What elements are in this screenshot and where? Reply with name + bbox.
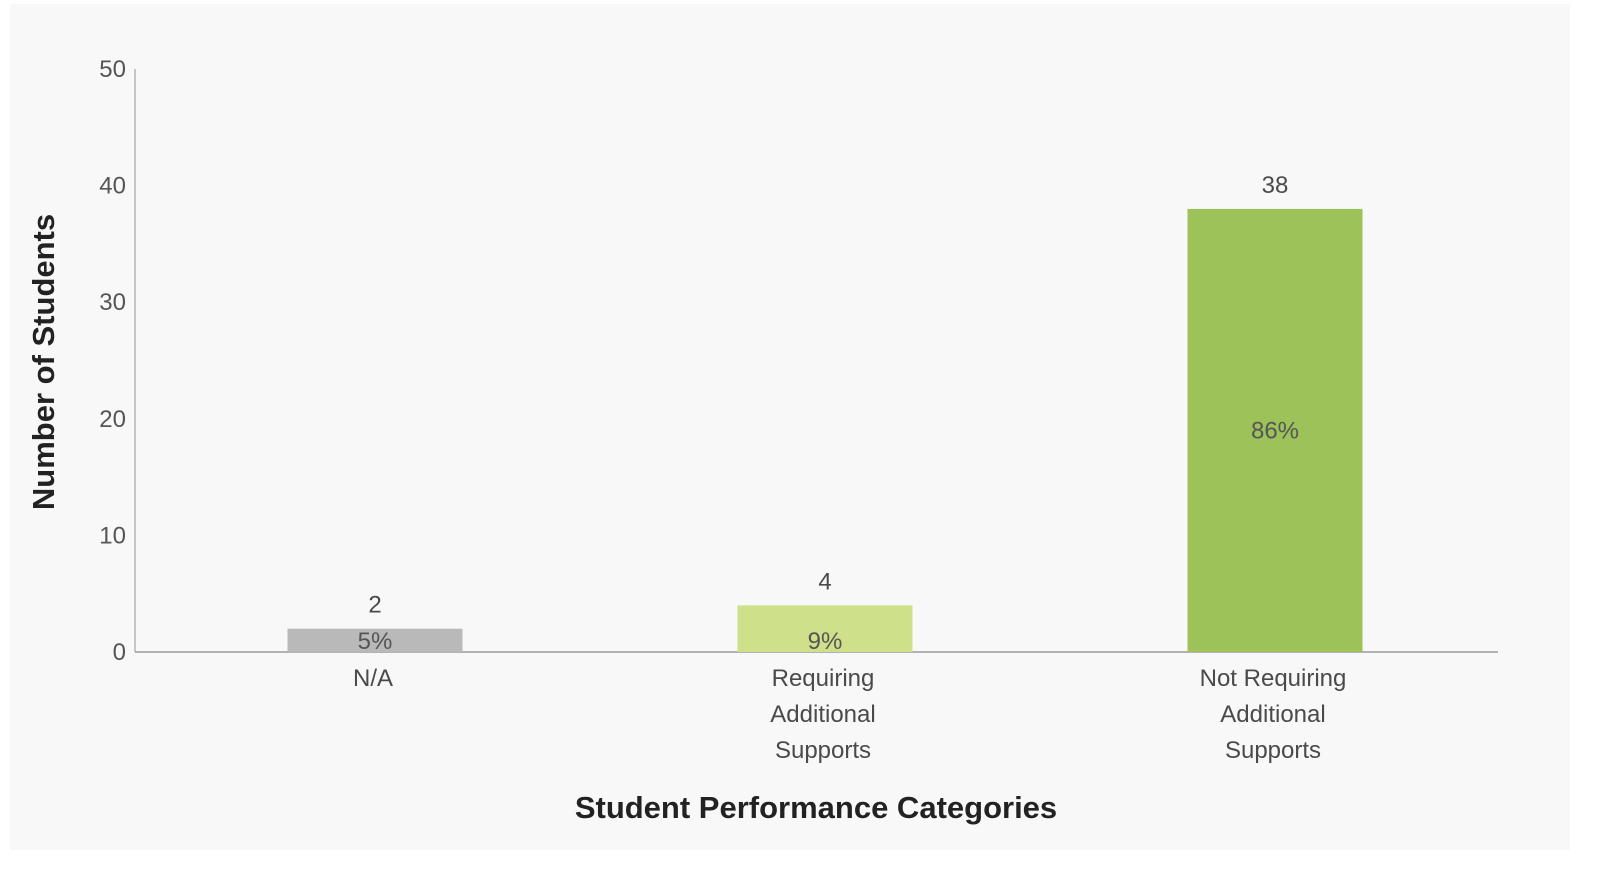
x-category-label-2-line-0: Not Requiring [1200, 665, 1347, 692]
x-category-label-1-line-1: Additional [770, 701, 875, 728]
bar-percent-label-1: 9% [808, 628, 843, 655]
y-tick-label-5: 50 [99, 56, 126, 83]
y-tick-label-3: 30 [99, 289, 126, 316]
bar-value-label-1: 4 [818, 568, 831, 595]
x-category-label-2-line-2: Supports [1225, 737, 1321, 764]
x-category-label-1-line-0: Requiring [772, 665, 875, 692]
bar-percent-label-0: 5% [358, 628, 393, 655]
bar-0 [287, 628, 463, 652]
y-tick-label-4: 40 [99, 173, 126, 200]
bar-value-label-0: 2 [368, 592, 381, 619]
bar-value-label-2: 38 [1262, 172, 1289, 199]
bar-percent-label-2: 86% [1251, 417, 1299, 444]
y-tick-label-1: 10 [99, 522, 126, 549]
x-category-label-2-line-1: Additional [1220, 701, 1325, 728]
bar-2 [1187, 208, 1363, 653]
x-category-label-1-line-2: Supports [775, 737, 871, 764]
x-axis-title: Student Performance Categories [575, 790, 1057, 825]
y-axis-title: Number of Students [26, 214, 61, 510]
y-tick-label-2: 20 [99, 406, 126, 433]
bar-1 [737, 605, 913, 652]
y-tick-label-0: 0 [113, 639, 126, 666]
x-category-label-0-line-0: N/A [353, 665, 393, 692]
